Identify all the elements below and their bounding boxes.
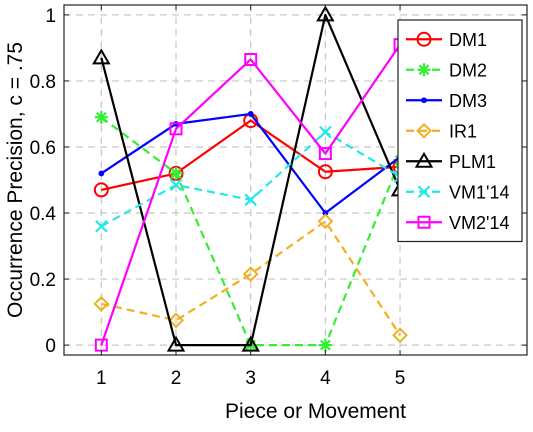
data-point-vm1-14 xyxy=(244,193,257,207)
data-point-plm1 xyxy=(316,5,335,22)
data-point-ir1 xyxy=(242,266,259,283)
data-point-dm1 xyxy=(93,182,109,198)
legend-swatch-marker xyxy=(417,215,431,229)
y-tick-label: 1 xyxy=(45,6,56,27)
legend: DM1 DM2 DM3 IR1 PLM1 VM1'14 VM2'14 xyxy=(397,19,523,243)
data-point-plm1 xyxy=(92,48,111,65)
legend-label: VM2'14 xyxy=(449,213,509,233)
data-point-dm2 xyxy=(94,110,108,124)
legend-item-dm1: DM1 xyxy=(406,30,487,50)
legend-swatch-marker xyxy=(414,151,434,168)
data-point-ir1 xyxy=(168,312,184,329)
legend-item-dm3: DM3 xyxy=(406,91,487,111)
x-tick-label: 5 xyxy=(395,368,406,389)
x-tick-label: 2 xyxy=(171,368,182,389)
legend-label: VM1'14 xyxy=(449,182,509,202)
series-line-vm2-14 xyxy=(100,44,401,346)
data-point-ir1 xyxy=(93,295,110,312)
x-stroke xyxy=(319,125,332,139)
data-point-ir1 xyxy=(392,327,408,344)
x-axis-label: Piece or Movement xyxy=(225,400,406,423)
asterisk-stroke xyxy=(95,111,107,123)
data-point-dm2 xyxy=(318,338,332,352)
legend-item-vm2-14: VM2'14 xyxy=(406,213,509,233)
data-point-vm1-14 xyxy=(169,178,183,192)
x-stroke xyxy=(169,178,183,192)
asterisk-stroke xyxy=(319,339,331,351)
data-point-ir1 xyxy=(317,213,334,230)
data-point-dm1 xyxy=(317,164,333,180)
x-tick-label: 4 xyxy=(320,368,331,389)
data-point-vm2-14 xyxy=(244,52,258,66)
legend-label: DM3 xyxy=(449,91,487,111)
legend-swatch-marker xyxy=(417,63,431,77)
series-line-ir1 xyxy=(101,220,401,336)
y-axis-label: Occurrence Precision, c = .75 xyxy=(4,42,27,318)
x-tick-label: 1 xyxy=(96,368,107,389)
x-stroke xyxy=(95,219,108,233)
series-line-plm1 xyxy=(100,13,402,347)
legend-item-vm1-14: VM1'14 xyxy=(406,182,509,202)
legend-label: PLM1 xyxy=(449,152,496,172)
legend-swatch-marker xyxy=(421,97,427,104)
data-point-vm2-14 xyxy=(318,147,332,161)
data-point-vm1-14 xyxy=(95,219,108,233)
legend-item-ir1: IR1 xyxy=(406,121,477,141)
plot-frame xyxy=(63,4,528,356)
series-line-dm1 xyxy=(101,119,401,191)
legend-box xyxy=(397,19,523,243)
data-point-dm2 xyxy=(169,166,183,180)
data-point-vm1-14 xyxy=(319,125,332,139)
data-point-vm2-14 xyxy=(169,122,183,136)
series-vm2-14 xyxy=(94,38,407,352)
legend-swatch-marker xyxy=(416,31,432,47)
x-stroke xyxy=(417,185,431,199)
x-tick-label: 3 xyxy=(245,368,256,389)
y-tick-label: 0 xyxy=(45,336,56,357)
y-tick-label: 0.6 xyxy=(30,138,56,159)
legend-swatch-marker xyxy=(416,122,432,139)
data-point-dm3 xyxy=(247,111,254,117)
legend-swatch-marker xyxy=(417,185,431,199)
y-tick-label: 0.8 xyxy=(30,72,56,93)
asterisk-stroke xyxy=(170,168,182,179)
axes-layer: 0 0.2 0.4 0.6 0.8 1 1 2 3 4 5 xyxy=(30,4,528,389)
legend-item-plm1: PLM1 xyxy=(406,151,496,172)
y-tick-label: 0.4 xyxy=(30,204,57,225)
asterisk-stroke xyxy=(418,64,430,76)
legend-item-dm2: DM2 xyxy=(406,60,487,80)
legend-label: DM2 xyxy=(449,60,487,80)
data-point-dm3 xyxy=(98,170,105,177)
y-tick-label: 0.2 xyxy=(30,270,56,291)
x-stroke xyxy=(244,193,257,207)
legend-label: DM1 xyxy=(449,30,487,50)
legend-label: IR1 xyxy=(449,121,477,141)
series-ir1 xyxy=(93,213,408,344)
